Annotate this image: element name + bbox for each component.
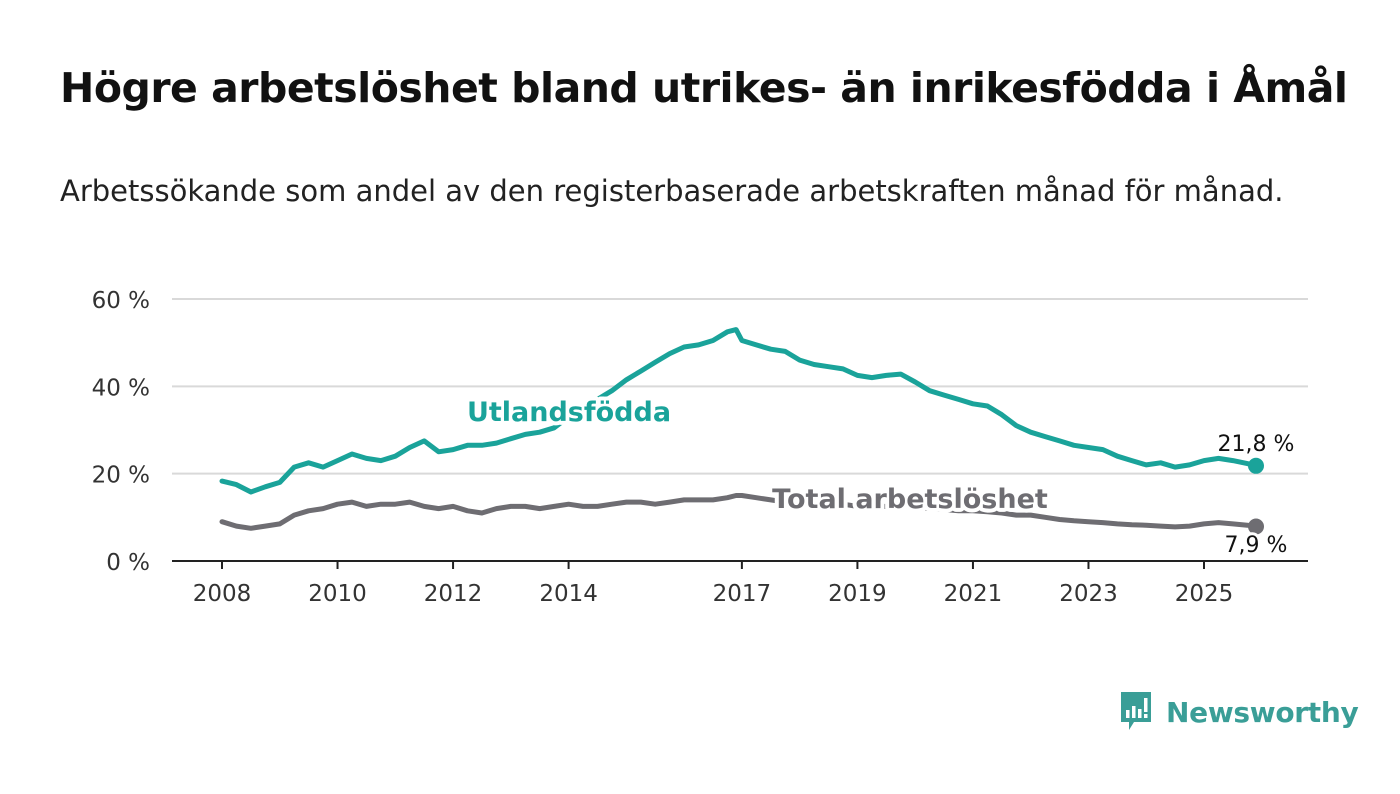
- gridlines: [172, 298, 1308, 475]
- axes: 0 % 20 % 40 % 60 % 2008 2010 2012 2014 2017 2019 2…: [92, 288, 1308, 607]
- x-tick-label: 2012: [424, 581, 483, 607]
- total-arbetsloshet-label: Total arbetslöshet: [772, 484, 1048, 515]
- y-tick-label: 0 %: [106, 550, 150, 576]
- newsworthy-logo: Newsworthy: [1118, 690, 1359, 734]
- x-tick-label: 2025: [1175, 581, 1234, 607]
- series: [219, 327, 1264, 535]
- x-tick-label: 2021: [944, 581, 1003, 607]
- x-tick-label: 2014: [539, 581, 598, 607]
- series-labels: Utlandsfödda Total arbetslöshet 21,8 % 7,9 …: [463, 393, 1298, 561]
- y-tick-label: 40 %: [92, 375, 150, 401]
- newsworthy-logo-icon: [1121, 692, 1151, 730]
- x-tick-label: 2008: [193, 581, 252, 607]
- chart-subtitle: Arbetssökande som andel av den registerb…: [60, 174, 1284, 208]
- utlandsfodda-end-dot: [1248, 457, 1264, 474]
- y-tick-label: 20 %: [92, 463, 150, 489]
- total-arbetsloshet-end-value: 7,9 %: [1225, 533, 1288, 558]
- brand-name: Newsworthy: [1166, 695, 1359, 729]
- utlandsfodda-label: Utlandsfödda: [467, 397, 671, 428]
- chart-title: Högre arbetslöshet bland utrikes- än inr…: [60, 64, 1348, 112]
- utlandsfodda-line: [219, 327, 1259, 495]
- x-tick-label: 2010: [308, 581, 367, 607]
- total-arbetsloshet-line: [219, 493, 1259, 531]
- utlandsfodda-end-value: 21,8 %: [1218, 432, 1295, 457]
- x-tick-label: 2017: [713, 581, 772, 607]
- total-arbetsloshet-end-dot: [1248, 518, 1264, 535]
- x-tick-label: 2019: [828, 581, 887, 607]
- x-tick-label: 2023: [1059, 581, 1118, 607]
- y-tick-label: 60 %: [92, 288, 150, 314]
